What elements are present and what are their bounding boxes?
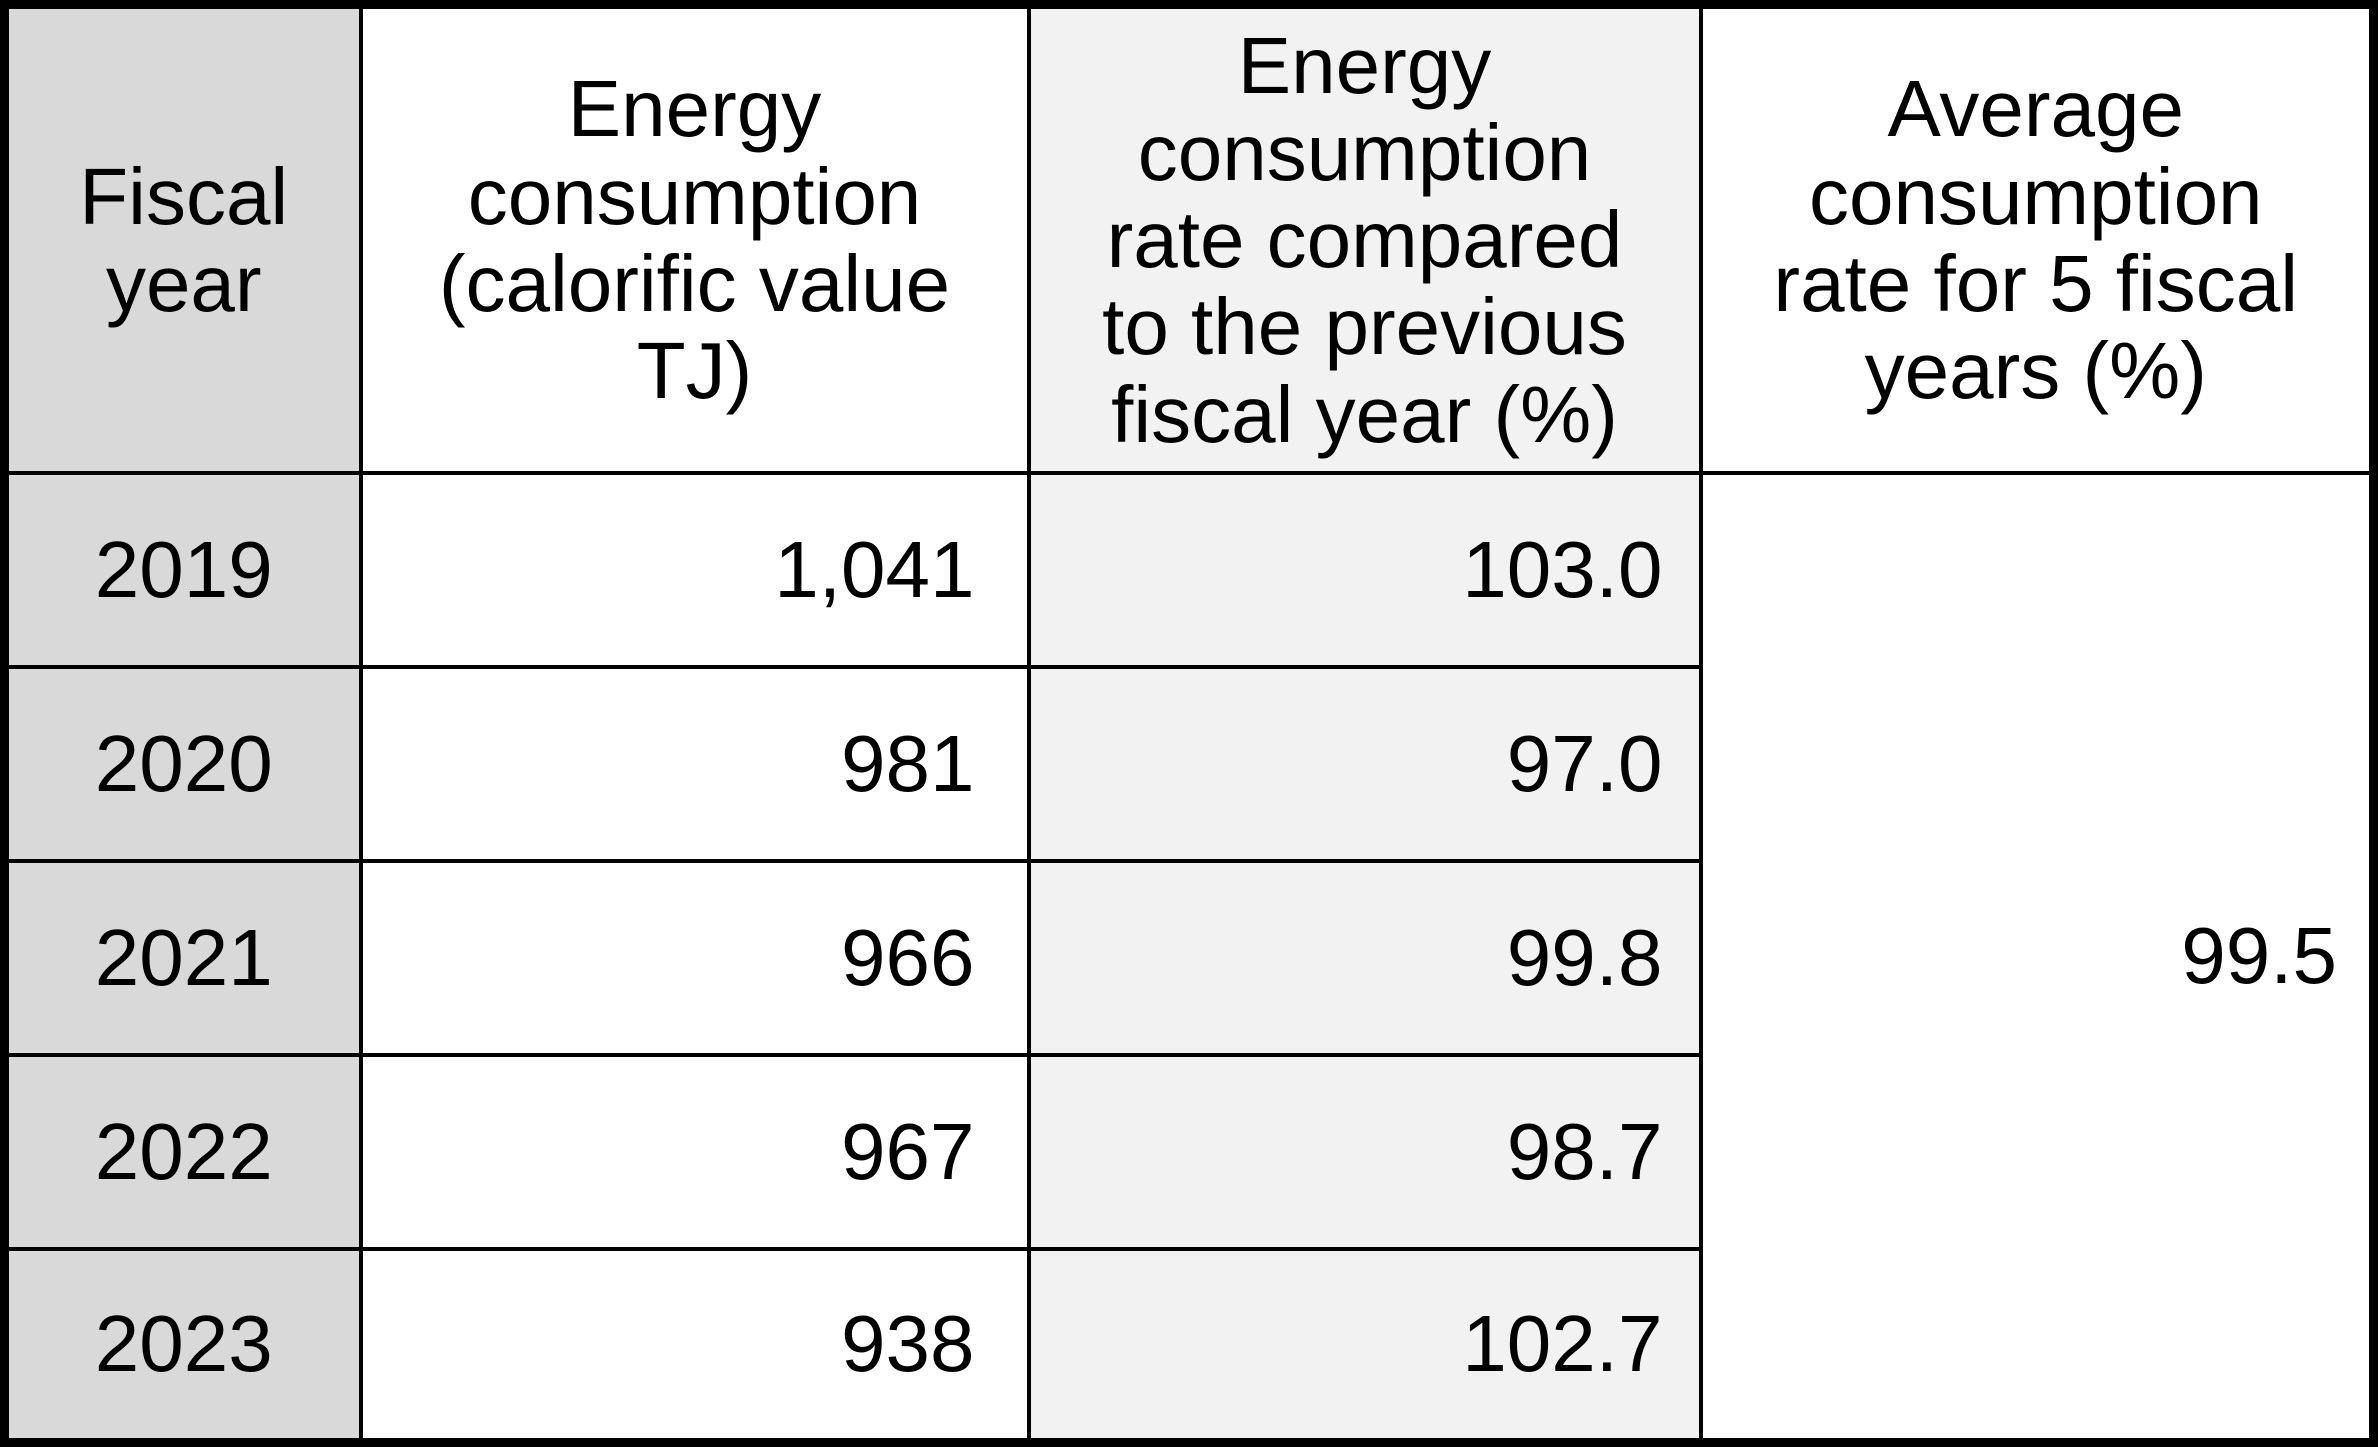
fiscal-year-cell: 2021	[2, 858, 363, 1057]
header-energy-consumption: Energy consumption (calorific value TJ)	[358, 2, 1031, 475]
consumption-cell: 967	[358, 1052, 1031, 1251]
consumption-cell: 981	[358, 664, 1031, 863]
table-row-2023: 2023 938 102.7	[2, 1246, 2374, 1445]
table-row-2020: 2020 981 97.0	[2, 664, 2374, 863]
header-row: Fiscal year Energy consumption (calorifi…	[2, 2, 2376, 475]
fiscal-year-cell: 2022	[2, 1052, 363, 1251]
average-rate-merged-cell: 99.5	[1698, 470, 2376, 1445]
rate-cell: 99.8	[1026, 858, 1703, 1057]
consumption-cell: 1,041	[358, 470, 1031, 669]
fiscal-year-cell: 2023	[2, 1246, 363, 1445]
rate-cell: 97.0	[1026, 664, 1703, 863]
consumption-cell: 966	[358, 858, 1031, 1057]
fiscal-year-cell: 2020	[2, 664, 363, 863]
rate-cell: 98.7	[1026, 1052, 1703, 1251]
rate-cell: 102.7	[1026, 1246, 1703, 1445]
consumption-cell: 938	[358, 1246, 1031, 1445]
table-row-2022: 2022 967 98.7	[2, 1052, 2374, 1251]
fiscal-year-cell: 2019	[2, 470, 363, 669]
header-average-consumption-rate: Average consumption rate for 5 fiscal ye…	[1698, 2, 2376, 475]
rate-cell: 103.0	[1026, 470, 1703, 669]
header-fiscal-year: Fiscal year	[2, 2, 363, 475]
header-consumption-rate-prev-year: Energy consumption rate compared to the …	[1026, 2, 1703, 475]
table-row-2019: 2019 1,041 103.0 99.5	[2, 470, 2376, 1445]
table-row-2021: 2021 966 99.8	[2, 858, 2374, 1057]
